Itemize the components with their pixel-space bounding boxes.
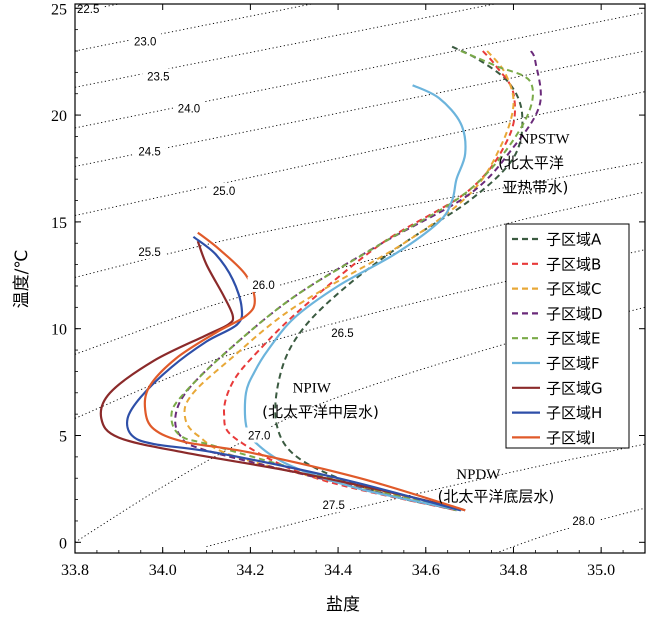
isopycnal-label-9: 27.0 (248, 431, 270, 443)
series-line-7 (125, 235, 462, 512)
isopycnal-label-bg-11 (567, 512, 600, 528)
isopycnal-label-bg-8 (326, 324, 359, 340)
annotation-1: (北太平洋 (498, 154, 564, 172)
y-tick-label-5: 25 (51, 1, 67, 18)
isopycnal-label-10: 27.5 (322, 500, 344, 512)
legend-label-3: 子区域D (546, 305, 603, 323)
series-line-6 (99, 240, 466, 512)
x-tick-label-2: 34.2 (236, 562, 264, 579)
series-line-8 (143, 231, 466, 512)
annotation-2: 亚热带水) (502, 179, 568, 197)
isopycnal-label-2: 23.5 (147, 72, 169, 84)
annotation-0: NPSTW (519, 132, 571, 148)
isopycnal-label-6: 25.5 (138, 247, 160, 259)
y-tick-label-2: 10 (51, 322, 67, 339)
isopycnal-label-bg-9 (243, 427, 276, 443)
isopycnal-label-bg-2 (142, 68, 175, 84)
annotation-5: NPDW (456, 467, 501, 483)
isopycnal-label-bg-1 (129, 33, 162, 49)
x-tick-label-1: 34.0 (149, 562, 177, 579)
legend-label-7: 子区域H (546, 404, 602, 422)
isopycnal-label-4: 24.5 (138, 146, 160, 158)
series-line-0 (274, 45, 524, 512)
y-tick-label-4: 20 (51, 108, 67, 125)
series-line-5 (243, 84, 467, 512)
isopycnal-line-0 (75, 4, 122, 13)
series-line-4 (170, 50, 534, 512)
legend: 子区域A 子区域B 子区域C 子区域D 子区域E 子区域F 子区域G 子区域H 子区域I (505, 223, 630, 449)
isopycnal-label-3: 24.0 (178, 104, 200, 116)
legend-label-6: 子区域G (546, 379, 603, 397)
isopycnal-label-5: 25.0 (213, 186, 235, 198)
y-tick-label-3: 15 (51, 215, 67, 232)
isopycnal-label-bg-5 (208, 182, 241, 198)
isopycnal-label-bg-4 (133, 143, 166, 159)
y-tick-label-0: 0 (59, 535, 67, 552)
y-tick-label-1: 5 (59, 429, 67, 446)
isopycnal-label-1: 23.0 (134, 36, 156, 48)
x-tick-label-5: 34.8 (499, 562, 527, 579)
isopycnal-label-bg-6 (133, 243, 166, 259)
x-tick-label-4: 34.6 (412, 562, 440, 579)
x-tick-label-3: 34.4 (324, 562, 352, 579)
isopycnal-label-7: 26.0 (252, 280, 274, 292)
series-line-3 (174, 50, 542, 512)
isopycnal-line-10 (206, 443, 645, 548)
isopycnal-label-8: 26.5 (331, 328, 353, 340)
x-tick-label-0: 33.8 (61, 562, 89, 579)
x-axis-title: 盐度 (326, 595, 360, 615)
legend-label-4: 子区域E (546, 330, 600, 348)
x-axis: 33.8 34.0 34.2 34.4 34.6 34.8 35.0 (61, 4, 646, 579)
legend-box (505, 223, 630, 449)
isopycnal-label-bg-0 (72, 0, 105, 16)
isopycnal-label-bg-7 (247, 276, 280, 292)
annotation-6: (北太平洋底层水) (438, 487, 555, 505)
isopycnal-label-bg-10 (317, 496, 350, 512)
y-axis: 0 5 10 15 20 25 (51, 1, 645, 552)
legend-label-0: 子区域A (546, 231, 602, 249)
isopycnal-line-11 (495, 507, 645, 553)
legend-label-5: 子区域F (546, 355, 600, 373)
x-tick-label-6: 35.0 (587, 562, 615, 579)
series-layer (99, 45, 542, 512)
annotation-4: (北太平洋中层水) (262, 403, 379, 421)
annotation-3: NPIW (293, 380, 332, 396)
isopycnal-label-0: 22.5 (77, 4, 99, 16)
y-axis-title: 温度/℃ (12, 250, 32, 309)
isopycnal-label-bg-3 (173, 100, 205, 116)
legend-label-8: 子区域I (546, 429, 595, 447)
legend-label-2: 子区域C (546, 280, 601, 298)
legend-label-1: 子区域B (546, 255, 601, 273)
isopycnal-label-layer: 22.5 23.0 23.5 24.0 24.5 25.0 25.5 26.0 26.5 27.0… (72, 0, 600, 528)
isopycnal-label-11: 28.0 (572, 516, 594, 528)
